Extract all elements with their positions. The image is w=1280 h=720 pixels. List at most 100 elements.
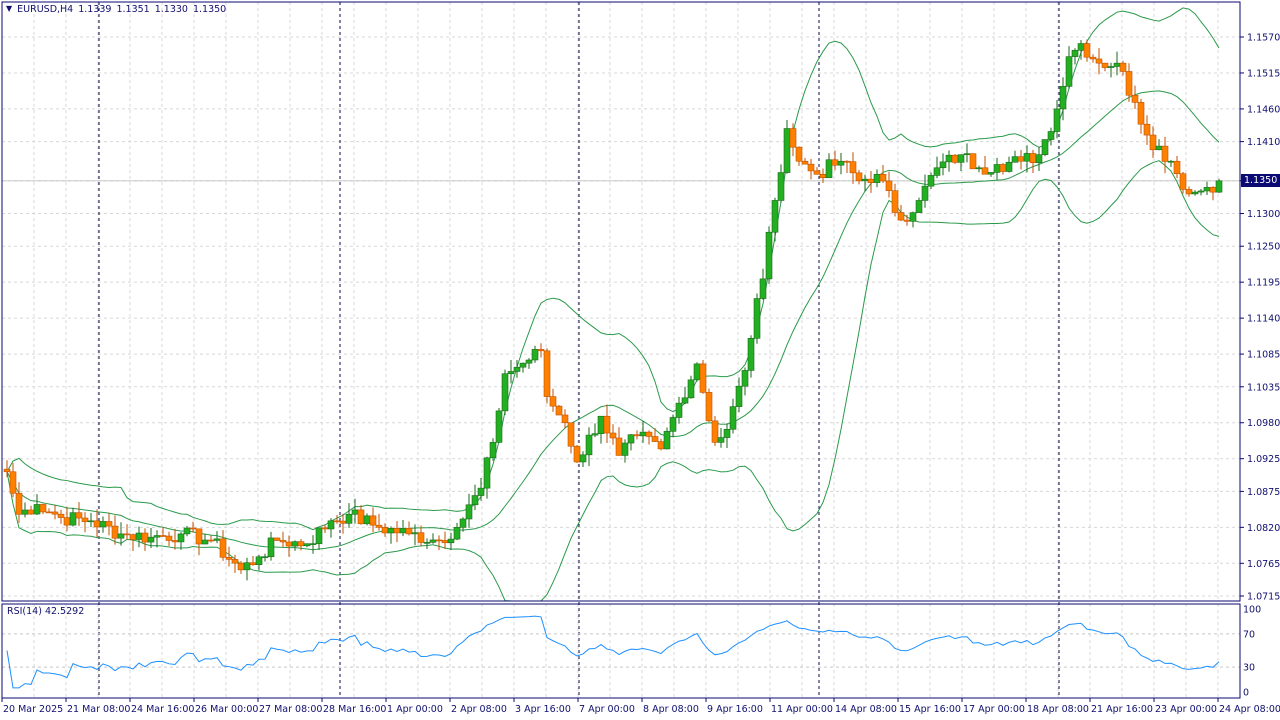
bull-candle: [501, 373, 509, 412]
y-tick-label: 1.1460: [1247, 104, 1280, 115]
bear-candle: [855, 172, 863, 182]
bear-candle: [1083, 43, 1091, 58]
bull-candle: [1203, 187, 1211, 192]
bull-candle: [483, 457, 491, 489]
bear-candle: [81, 517, 89, 522]
y-tick-label: 1.0820: [1247, 523, 1280, 534]
bear-candle: [141, 532, 149, 543]
bear-candle: [843, 160, 851, 163]
bull-candle: [579, 454, 587, 463]
x-tick-label: 14 Apr 08:00: [835, 704, 897, 715]
bear-candle: [615, 437, 623, 456]
x-tick-label: 11 Apr 00:00: [771, 704, 833, 715]
collapse-triangle-icon[interactable]: ▼: [6, 4, 13, 13]
bull-candle: [687, 379, 695, 399]
rsi-label: RSI(14) 42.5292: [7, 606, 85, 617]
bear-candle: [555, 405, 563, 416]
bull-candle: [33, 504, 41, 515]
bull-candle: [585, 434, 593, 456]
bull-candle: [597, 415, 605, 434]
y-tick-label: 1.1035: [1247, 382, 1280, 393]
bull-candle: [291, 541, 299, 547]
y-tick-label: 1.1570: [1247, 33, 1280, 44]
bull-candle: [825, 159, 833, 179]
bear-candle: [435, 539, 443, 542]
x-tick-label: 21 Mar 08:00: [67, 704, 130, 715]
x-tick-label: 3 Apr 16:00: [515, 704, 571, 715]
bear-candle: [951, 154, 959, 163]
bear-candle: [1137, 102, 1145, 125]
bear-candle: [603, 415, 611, 434]
bear-candle: [1119, 62, 1127, 72]
bull-candle: [621, 442, 629, 456]
bull-candle: [1035, 154, 1043, 163]
bull-candle: [459, 518, 467, 528]
bull-candle: [669, 417, 677, 432]
y-tick-label: 1.0765: [1247, 559, 1280, 570]
bull-candle: [243, 562, 251, 571]
axes: 1.1570 1.1515 1.1460 1.1410 1.1300 1.1250 1.11…: [1, 33, 1280, 715]
bear-candle: [231, 559, 239, 564]
bear-candle: [39, 504, 47, 513]
bull-candle: [429, 539, 437, 543]
current-price-label: 1.1350: [1241, 174, 1280, 187]
bull-candle: [423, 542, 431, 544]
bear-candle: [417, 532, 425, 543]
chart-header: ▼ EURUSD,H4 1.1339 1.1351 1.1330 1.1350: [6, 4, 226, 15]
bull-candle: [327, 520, 335, 530]
bull-candle: [183, 527, 191, 535]
x-tick-label: 24 Mar 16:00: [131, 704, 194, 715]
main-pane-border: [1, 1, 1241, 602]
bear-candle: [1017, 156, 1025, 162]
bull-candle: [693, 363, 701, 381]
bollinger-middle-band: [6, 90, 1220, 551]
bull-candle: [927, 175, 935, 187]
bull-candle: [201, 539, 209, 545]
bull-candle: [345, 513, 353, 524]
bear-candle: [897, 212, 905, 221]
y-tick-label: 1.1410: [1247, 137, 1280, 148]
y-tick-label: 1.0925: [1247, 454, 1280, 465]
bull-candle: [495, 410, 503, 443]
grid: [2, 2, 1240, 698]
bull-candle: [1191, 191, 1199, 195]
x-tick-label: 9 Apr 16:00: [707, 704, 763, 715]
bull-candle: [723, 428, 731, 438]
bull-candle: [1011, 156, 1019, 163]
bear-candle: [657, 441, 665, 450]
y-tick-label: 1.1300: [1247, 209, 1280, 220]
bear-candle: [645, 431, 653, 437]
bear-candle: [57, 513, 65, 518]
bull-candle: [975, 167, 983, 170]
bear-candle: [891, 190, 899, 213]
bear-candle: [189, 527, 197, 530]
bull-candle: [513, 366, 521, 372]
y-tick-label: 1.0875: [1247, 487, 1280, 498]
bull-candle: [411, 532, 419, 535]
y-tick-label: 1.1140: [1247, 314, 1280, 325]
bull-candle: [1023, 153, 1031, 162]
rsi-level-label: 30: [1243, 663, 1255, 674]
candles: [3, 39, 1223, 581]
bear-candle: [279, 540, 287, 543]
bear-candle: [381, 527, 389, 534]
bear-candle: [357, 509, 365, 525]
bull-candle: [1059, 86, 1067, 110]
bear-candle: [711, 420, 719, 443]
bull-candle: [639, 431, 647, 437]
bull-candle: [933, 167, 941, 176]
x-tick-label: 26 Mar 00:00: [195, 704, 258, 715]
bull-candle: [309, 543, 317, 545]
bear-candle: [75, 512, 83, 519]
bear-candle: [297, 541, 305, 547]
bear-candle: [207, 539, 215, 542]
bull-candle: [1107, 66, 1115, 68]
open-value: 1.1339: [78, 4, 112, 15]
bear-candle: [561, 414, 569, 424]
bull-candle: [591, 433, 599, 436]
bull-candle: [1155, 145, 1163, 151]
x-tick-label: 24 Apr 08:00: [1219, 704, 1280, 715]
bear-candle: [1095, 58, 1103, 64]
bear-candle: [981, 167, 989, 175]
